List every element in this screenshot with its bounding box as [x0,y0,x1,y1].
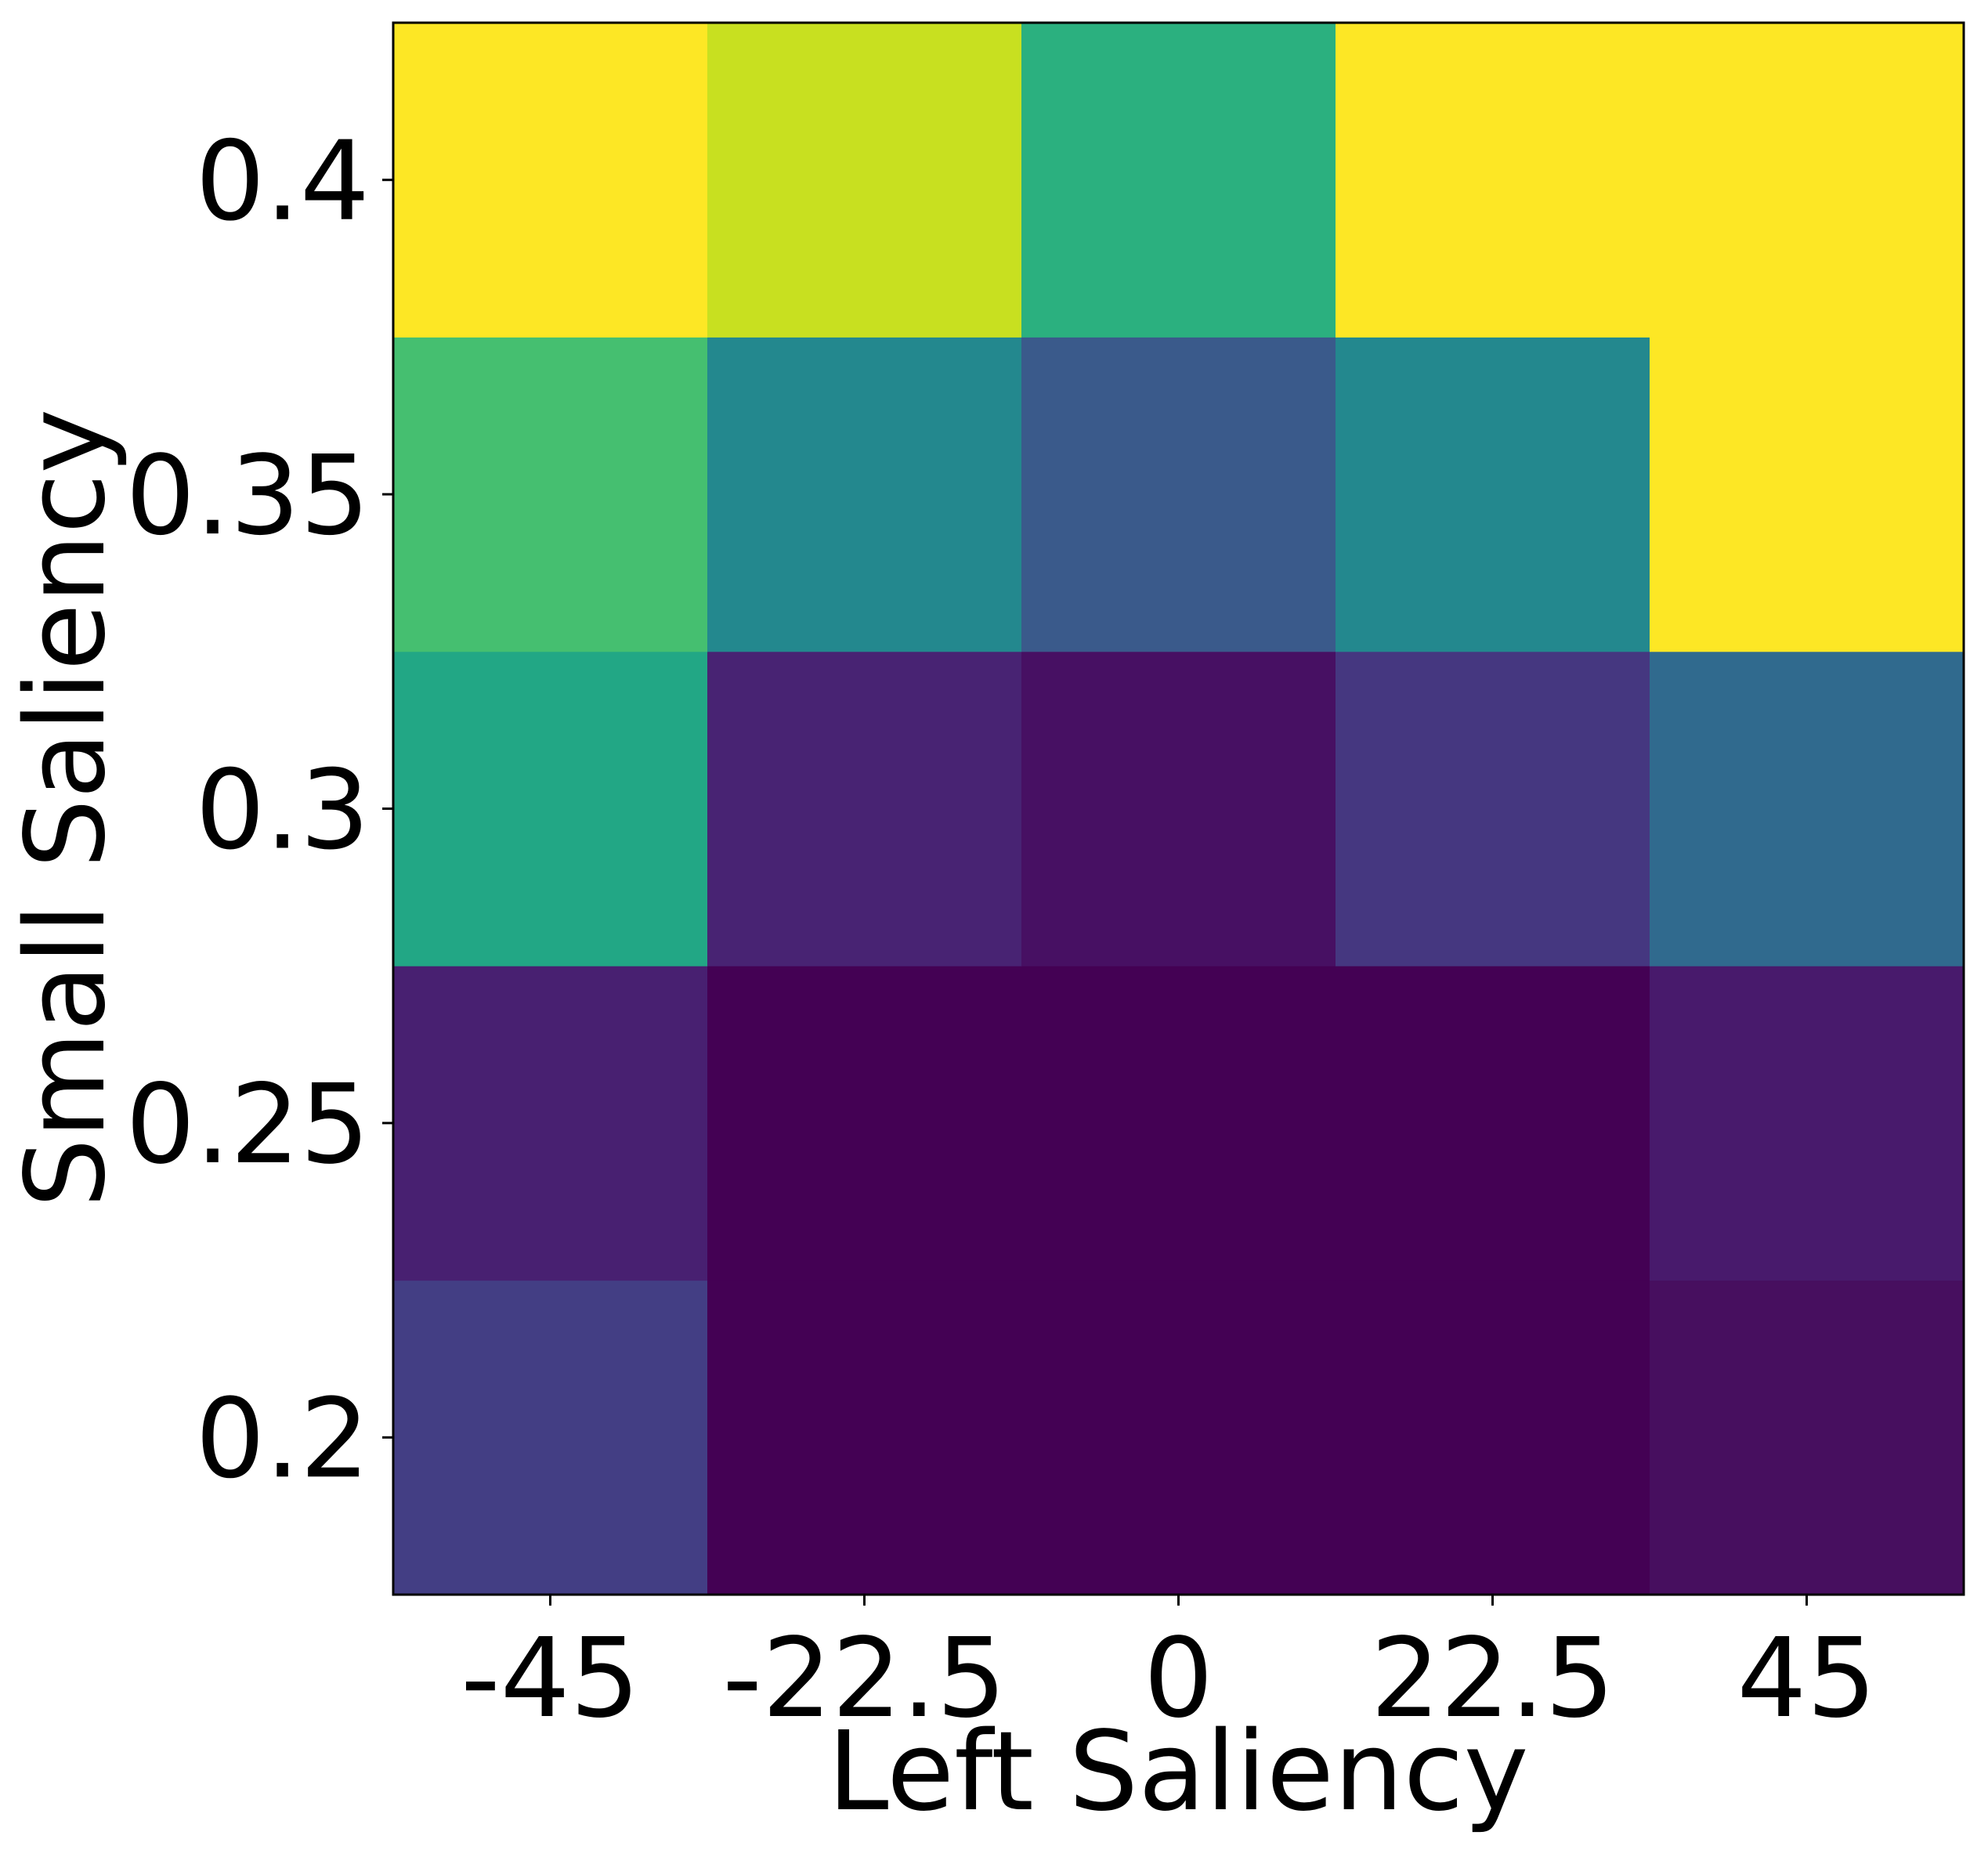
heatmap-cell-r0-c4 [1650,1280,1965,1595]
y-tick-label: 0.2 [195,1375,370,1503]
y-tick-label: 0.25 [125,1061,370,1189]
heatmap-cell-r3-c0 [393,337,708,652]
heatmap-cell-r3-c4 [1650,337,1965,652]
heatmap-cell-r2-c1 [707,651,1022,966]
heatmap-cell-r1-c2 [1021,966,1336,1281]
heatmap-cell-r0-c0 [393,1280,708,1595]
heatmap-cell-r3-c2 [1021,337,1336,652]
y-axis-label: Small Saliency [2,409,130,1208]
heatmap-cell-r4-c0 [393,23,708,338]
x-tick-label: 45 [1737,1615,1876,1743]
heatmap-cell-r1-c1 [707,966,1022,1281]
heatmap-cell-r1-c4 [1650,966,1965,1281]
y-tick-label: 0.3 [195,747,370,875]
x-tick-label: 22.5 [1371,1615,1615,1743]
heatmap-cell-r0-c3 [1336,1280,1650,1595]
y-axis-ticks: 0.2 0.25 0.3 0.35 0.4 [125,118,393,1503]
x-tick-label: -45 [461,1615,640,1743]
heatmap-cell-r0-c1 [707,1280,1022,1595]
heatmap-cell-r4-c2 [1021,23,1336,338]
heatmap-cell-r2-c3 [1336,651,1650,966]
heatmap-cell-r2-c4 [1650,651,1965,966]
heatmap-cell-r3-c1 [707,337,1022,652]
heatmap-cell-r2-c2 [1021,651,1336,966]
heatmap-cells [393,23,1965,1595]
heatmap-cell-r1-c0 [393,966,708,1281]
heatmap-cell-r4-c1 [707,23,1022,338]
heatmap-cell-r4-c3 [1336,23,1650,338]
x-axis-ticks: -45 -22.5 0 22.5 45 [461,1595,1877,1743]
heatmap-cell-r2-c0 [393,651,708,966]
heatmap-cell-r1-c3 [1336,966,1650,1281]
heatmap-cell-r4-c4 [1650,23,1965,338]
x-tick-label: -22.5 [722,1615,1006,1743]
y-tick-label: 0.35 [125,432,370,560]
heatmap-cell-r0-c2 [1021,1280,1336,1595]
x-axis-label: Left Saliency [827,1708,1528,1836]
y-tick-label: 0.4 [195,118,370,246]
x-tick-label: 0 [1144,1615,1213,1743]
heatmap-cell-r3-c3 [1336,337,1650,652]
